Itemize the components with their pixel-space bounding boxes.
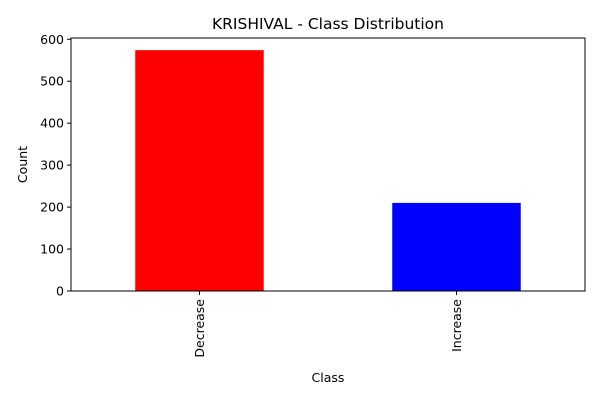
bar-increase xyxy=(392,202,521,291)
y-tick-label: 100 xyxy=(40,242,64,257)
y-tick-label: 0 xyxy=(56,284,64,299)
y-axis-ticks: 0 100 200 300 400 500 600 xyxy=(40,32,71,299)
y-tick-label: 400 xyxy=(40,116,64,131)
y-tick-label: 200 xyxy=(40,200,64,215)
bar-group xyxy=(135,50,521,291)
y-tick-label: 300 xyxy=(40,158,64,173)
y-tick-label: 600 xyxy=(40,32,64,47)
plot-area-frame xyxy=(70,37,586,292)
y-tick-label: 500 xyxy=(40,74,64,89)
x-tick-label: Increase xyxy=(449,299,464,352)
x-tick-label: Decrease xyxy=(192,299,207,358)
x-axis-ticks: Decrease Increase xyxy=(192,291,464,358)
y-axis-label: Count xyxy=(15,146,30,183)
chart-title: KRISHIVAL - Class Distribution xyxy=(212,15,444,33)
x-axis-label: Class xyxy=(312,370,345,385)
bar-decrease xyxy=(135,50,264,291)
